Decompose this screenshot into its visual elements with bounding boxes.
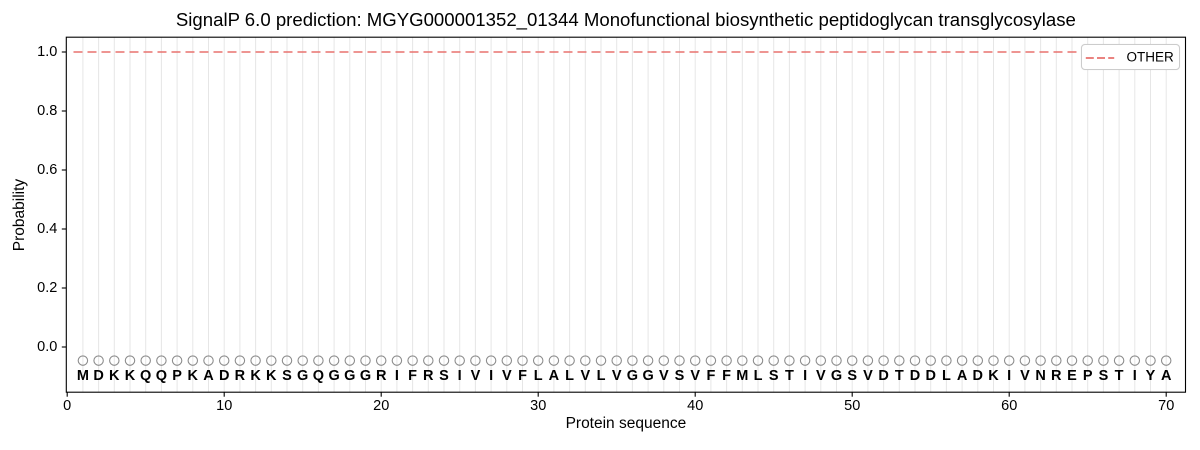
svg-text:V: V	[863, 368, 873, 384]
svg-text:V: V	[471, 368, 481, 384]
svg-text:D: D	[910, 368, 920, 384]
svg-text:I: I	[395, 368, 399, 384]
svg-text:40: 40	[687, 398, 703, 414]
svg-text:S: S	[847, 368, 857, 384]
svg-text:T: T	[895, 368, 904, 384]
svg-text:I: I	[803, 368, 807, 384]
svg-text:V: V	[502, 368, 512, 384]
svg-text:K: K	[250, 368, 261, 384]
svg-text:P: P	[172, 368, 182, 384]
svg-text:R: R	[423, 368, 434, 384]
svg-text:G: G	[297, 368, 308, 384]
svg-text:L: L	[565, 368, 574, 384]
svg-text:I: I	[458, 368, 462, 384]
svg-text:0.6: 0.6	[37, 162, 57, 178]
svg-text:V: V	[816, 368, 826, 384]
svg-text:V: V	[612, 368, 622, 384]
svg-text:K: K	[266, 368, 277, 384]
svg-text:1.0: 1.0	[37, 44, 57, 60]
svg-text:G: G	[642, 368, 653, 384]
svg-text:10: 10	[216, 398, 232, 414]
svg-text:K: K	[988, 368, 999, 384]
svg-text:F: F	[706, 368, 715, 384]
svg-text:R: R	[1051, 368, 1062, 384]
svg-text:Y: Y	[1146, 368, 1156, 384]
svg-text:D: D	[925, 368, 935, 384]
svg-text:L: L	[942, 368, 951, 384]
svg-text:K: K	[188, 368, 199, 384]
svg-text:50: 50	[844, 398, 860, 414]
svg-text:L: L	[754, 368, 763, 384]
svg-text:T: T	[785, 368, 794, 384]
svg-text:R: R	[235, 368, 246, 384]
svg-text:0: 0	[63, 398, 71, 414]
svg-text:S: S	[439, 368, 449, 384]
svg-text:S: S	[769, 368, 779, 384]
svg-text:Q: Q	[156, 368, 167, 384]
svg-text:P: P	[1083, 368, 1093, 384]
svg-text:F: F	[408, 368, 417, 384]
svg-text:M: M	[77, 368, 89, 384]
svg-text:D: D	[878, 368, 888, 384]
svg-text:G: G	[831, 368, 842, 384]
svg-text:A: A	[1161, 368, 1172, 384]
svg-text:E: E	[1067, 368, 1077, 384]
svg-text:20: 20	[373, 398, 389, 414]
svg-text:I: I	[489, 368, 493, 384]
svg-text:R: R	[376, 368, 387, 384]
svg-text:0.4: 0.4	[37, 221, 57, 237]
svg-text:I: I	[1133, 368, 1137, 384]
svg-text:A: A	[203, 368, 214, 384]
svg-text:G: G	[344, 368, 355, 384]
svg-text:0.2: 0.2	[37, 280, 57, 296]
svg-text:0.8: 0.8	[37, 103, 57, 119]
svg-text:F: F	[722, 368, 731, 384]
svg-text:T: T	[1115, 368, 1124, 384]
svg-text:V: V	[659, 368, 669, 384]
svg-text:L: L	[597, 368, 606, 384]
svg-text:F: F	[518, 368, 527, 384]
svg-text:A: A	[957, 368, 968, 384]
svg-text:A: A	[549, 368, 560, 384]
svg-text:K: K	[109, 368, 120, 384]
svg-text:V: V	[690, 368, 700, 384]
svg-text:V: V	[1020, 368, 1030, 384]
svg-text:Q: Q	[313, 368, 324, 384]
svg-text:Q: Q	[140, 368, 151, 384]
svg-text:S: S	[282, 368, 292, 384]
svg-text:D: D	[93, 368, 103, 384]
svg-text:0.0: 0.0	[37, 339, 57, 355]
svg-text:S: S	[675, 368, 685, 384]
svg-text:60: 60	[1001, 398, 1017, 414]
svg-text:G: G	[328, 368, 339, 384]
svg-text:M: M	[736, 368, 748, 384]
svg-text:S: S	[1099, 368, 1109, 384]
svg-text:N: N	[1035, 368, 1045, 384]
svg-text:G: G	[360, 368, 371, 384]
svg-text:G: G	[627, 368, 638, 384]
svg-text:L: L	[534, 368, 543, 384]
svg-text:K: K	[125, 368, 136, 384]
svg-text:D: D	[973, 368, 983, 384]
svg-text:V: V	[580, 368, 590, 384]
svg-text:D: D	[219, 368, 229, 384]
svg-text:30: 30	[530, 398, 546, 414]
svg-text:I: I	[1007, 368, 1011, 384]
svg-text:70: 70	[1158, 398, 1174, 414]
